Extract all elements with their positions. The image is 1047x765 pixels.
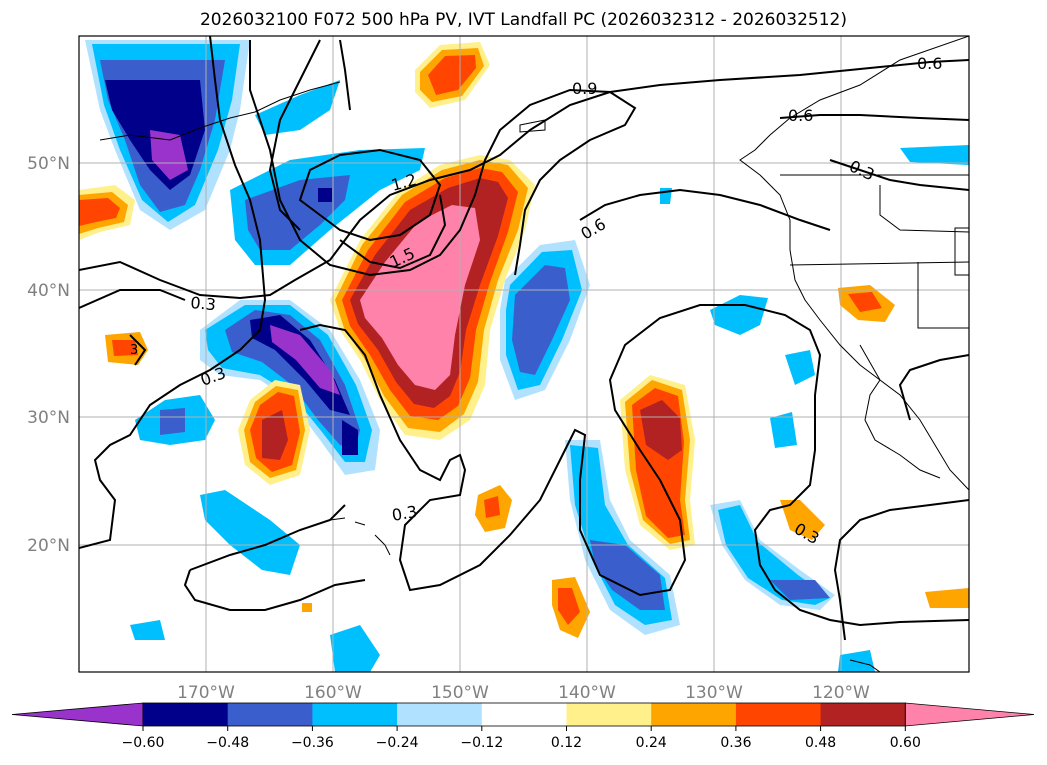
colorbar-tick-label: −0.36	[291, 735, 334, 751]
pv-negative-patch-55n	[255, 80, 340, 135]
colorbar-tick-label: 0.36	[720, 735, 751, 751]
pv-negative-patch-coast-35n	[785, 350, 815, 385]
colorbar: −0.60 −0.48 −0.36 −0.24 −0.12 0.12 0.24 0.36 0.4…	[11, 702, 1035, 751]
contour-label: 0.6	[788, 106, 813, 125]
colorbar-segment	[312, 703, 398, 726]
pv-positive-core-15n-141w	[558, 588, 580, 625]
lat-tick-label: 40°N	[27, 281, 70, 301]
colorbar-extend-high	[904, 702, 1035, 727]
pv-negative-patch-ne	[900, 145, 969, 165]
pv-positive-core-22n-147w	[484, 496, 500, 518]
ivt-contours	[79, 36, 969, 641]
latitude-tick-labels: 50°N 40°N 30°N 20°N	[27, 154, 70, 556]
lat-tick-label: 30°N	[27, 408, 70, 428]
pv-positive-core-36n-175w	[112, 340, 138, 356]
colorbar-tick-label: −0.48	[206, 735, 249, 751]
colorbar-segment	[143, 703, 229, 726]
pv-negative-anomaly-140w-south	[565, 440, 680, 635]
colorbar-segment	[566, 703, 652, 726]
pv-positive-anomaly-main	[330, 155, 535, 440]
colorbar-segment	[481, 703, 567, 726]
lon-tick-label: 140°W	[558, 683, 616, 703]
contour-label: 0.9	[572, 79, 597, 98]
colorbar-tick-label: −0.60	[122, 735, 165, 751]
pv-positive-patch-21n-124w	[780, 500, 825, 540]
colorbar-tick-label: 0.24	[636, 735, 667, 751]
colorbar-segment	[820, 703, 906, 726]
pv-positive-anomaly-55n	[415, 42, 490, 108]
colorbar-extend-low	[11, 702, 144, 727]
coastlines	[99, 36, 969, 672]
pv-negative-core-30n-175w	[160, 408, 185, 435]
lon-tick-label: 130°W	[685, 683, 743, 703]
lat-tick-label: 20°N	[27, 536, 70, 556]
contour-label: 0.3	[390, 502, 418, 525]
map-frame	[78, 35, 970, 673]
pv-negative-patch-far-sw	[130, 620, 165, 640]
colorbar-tick-label: 0.12	[551, 735, 582, 751]
colorbar-tick-label: −0.24	[376, 735, 419, 751]
pv-negative-patch-south	[330, 625, 380, 672]
pv-negative-band-48n	[230, 148, 425, 265]
pv-positive-anomaly-30n-135w	[620, 375, 695, 550]
colorbar-tick-label: 0.48	[805, 735, 836, 751]
pv-negative-patch-coast-30n	[770, 412, 797, 448]
pv-positive-core-coast-40n	[848, 292, 882, 312]
lon-tick-label: 170°W	[177, 683, 235, 703]
longitude-tick-labels: 170°W 160°W 150°W 140°W 130°W 120°W	[177, 683, 870, 703]
colorbar-segment	[735, 703, 822, 726]
colorbar-segment	[227, 703, 313, 726]
colorbar-segment	[651, 703, 737, 726]
colorbar-tick-label: −0.12	[460, 735, 503, 751]
contour-label: 0.6	[917, 54, 942, 73]
colorbar-tick-label: 0.60	[890, 735, 921, 751]
lon-tick-label: 160°W	[304, 683, 362, 703]
pv-negative-anomaly-40n-145w	[500, 240, 590, 400]
colorbar-frame	[142, 702, 906, 727]
contour-label: 0.3	[190, 293, 217, 314]
page-title: 2026032100 F072 500 hPa PV, IVT Landfall…	[199, 10, 847, 30]
pv-negative-patch-sw	[200, 490, 300, 575]
pv-negative-patch-south-coast	[838, 650, 875, 672]
lat-tick-label: 50°N	[27, 154, 70, 174]
pv-positive-patch-tiny	[302, 603, 312, 612]
pv-positive-patch-se-edge	[925, 588, 969, 608]
pv-positive-anomaly-28n-163w	[238, 380, 310, 485]
contour-label: 3	[130, 343, 138, 358]
lon-tick-label: 120°W	[812, 683, 870, 703]
pv-positive-anomaly-west-edge	[79, 185, 135, 240]
colorbar-segment	[397, 703, 483, 726]
map-gridlines	[79, 36, 969, 672]
lon-tick-label: 150°W	[431, 683, 489, 703]
pv-negative-anomaly-se-core	[770, 580, 830, 600]
